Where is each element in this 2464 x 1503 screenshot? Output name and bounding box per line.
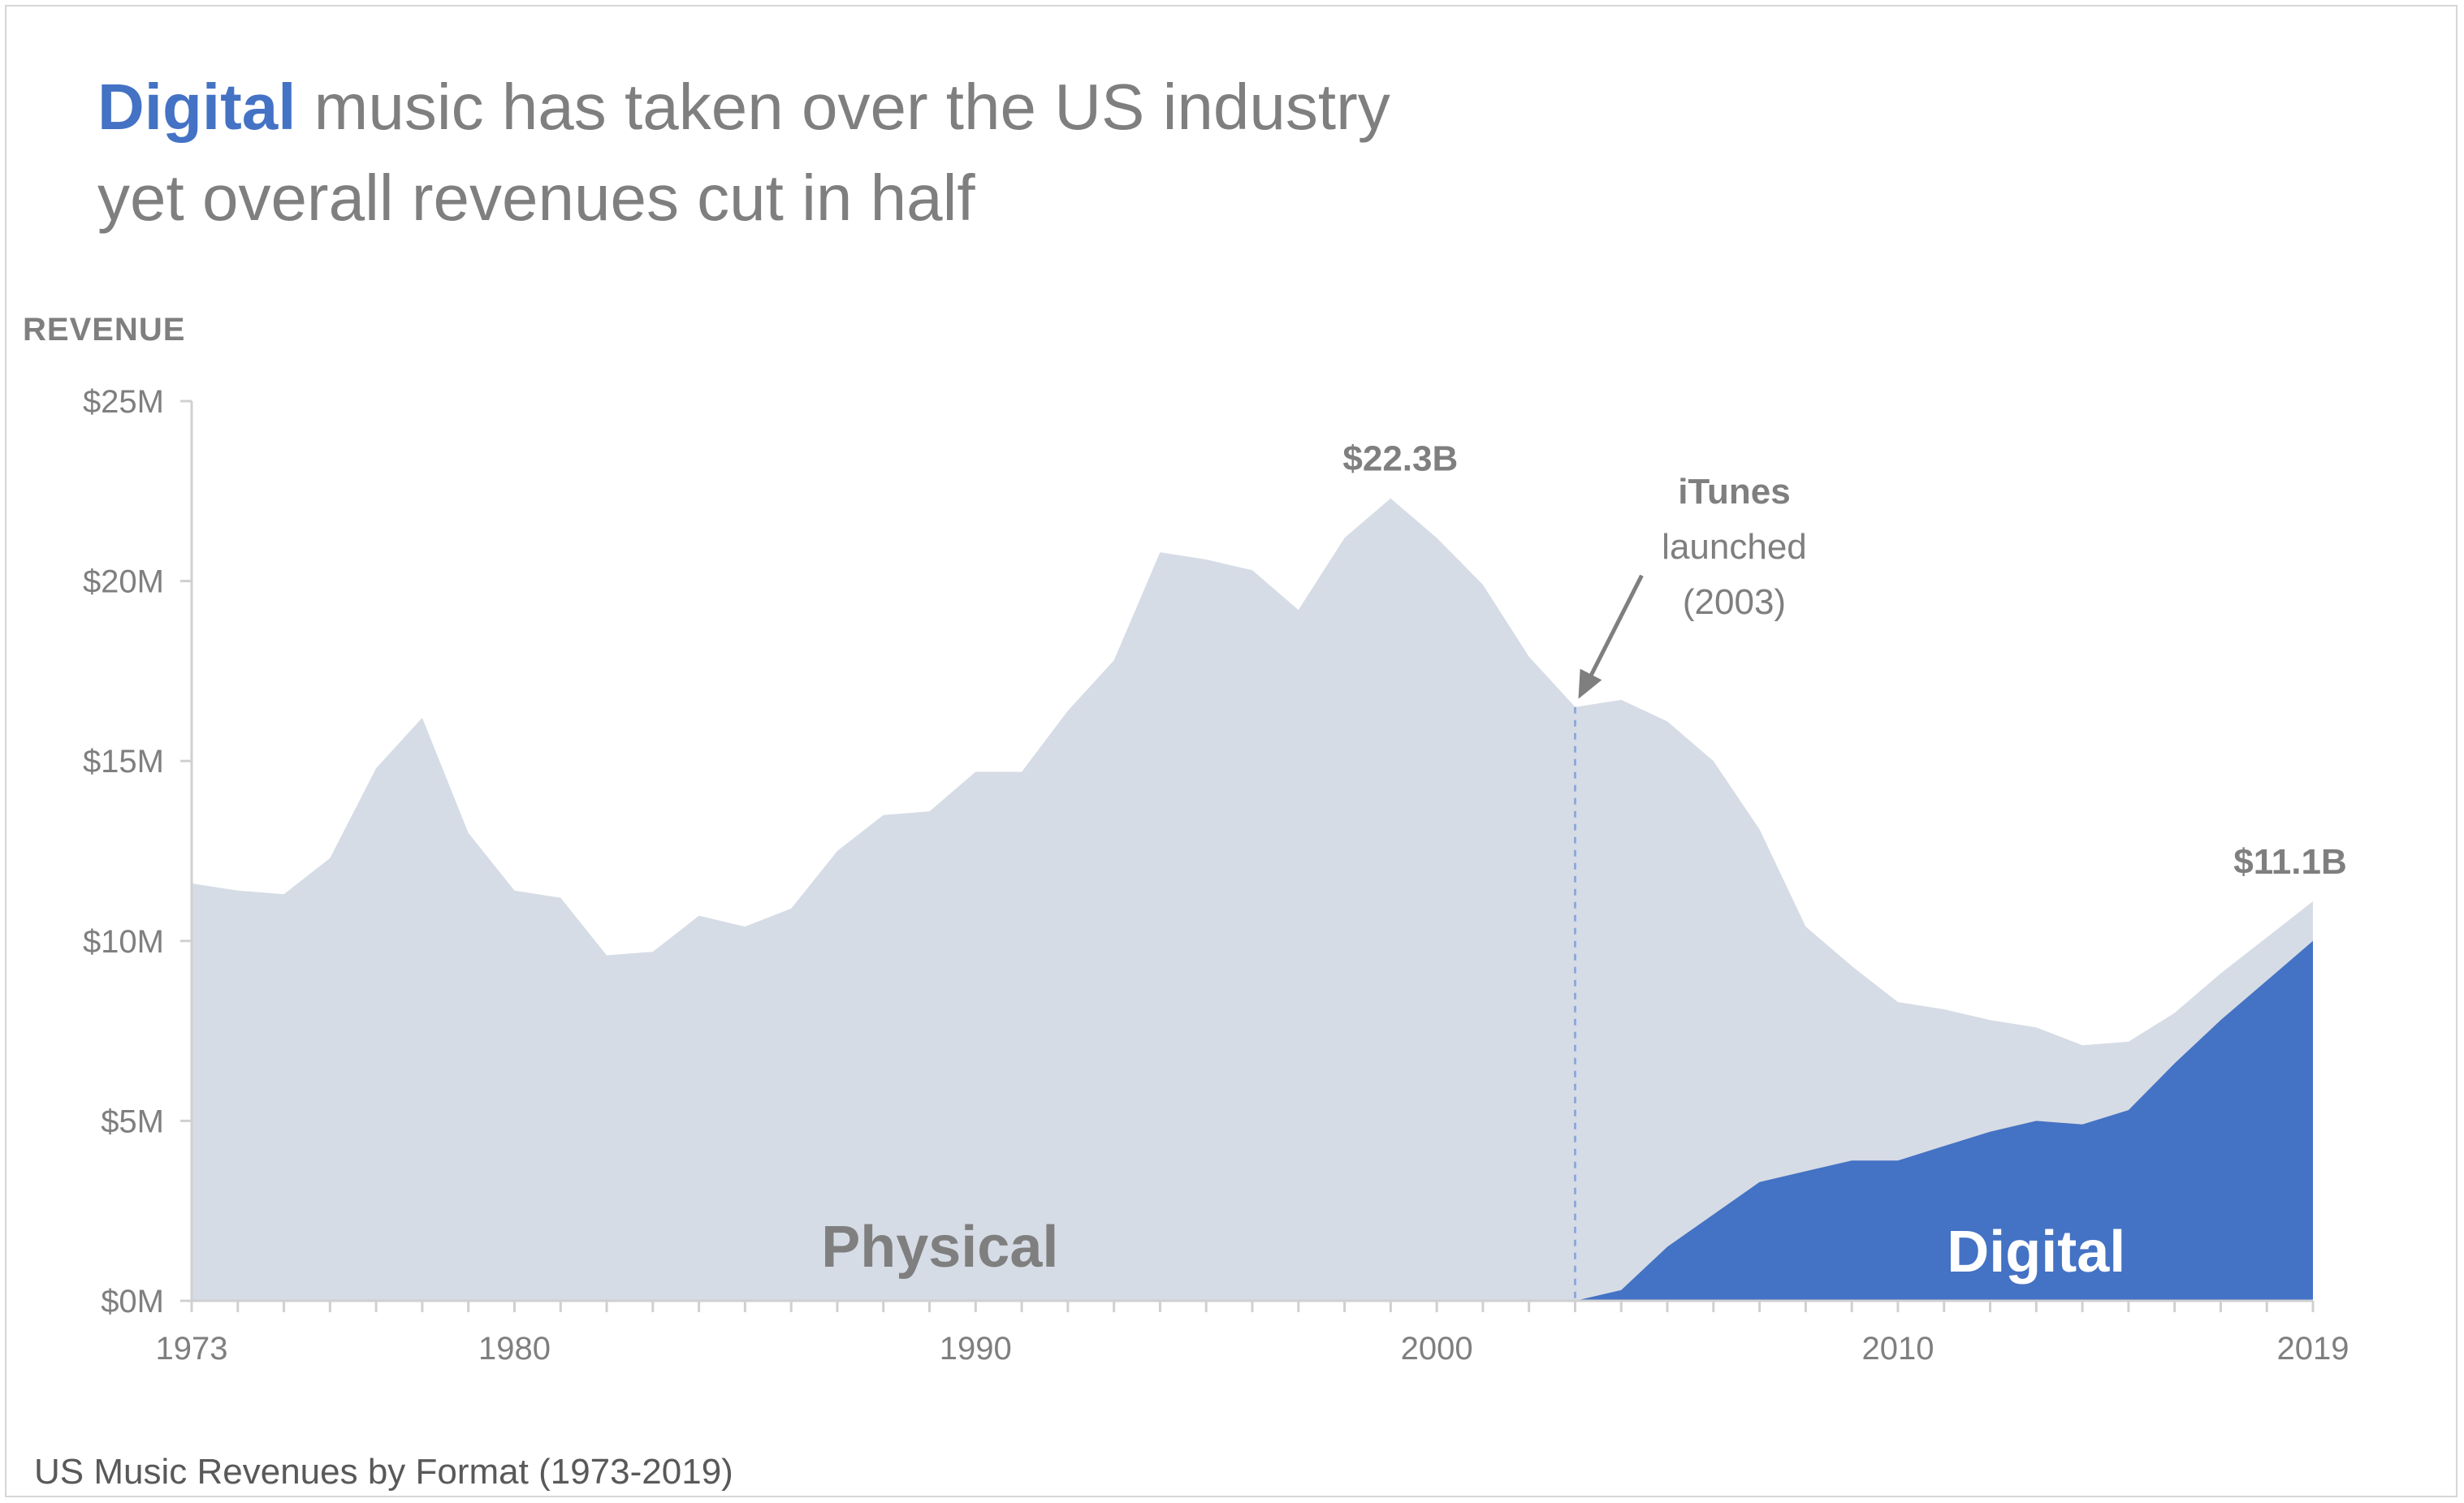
y-tick-label: $0M — [101, 1284, 164, 1319]
x-tick-label: 2000 — [1401, 1331, 1473, 1367]
y-tick-label: $20M — [83, 564, 164, 600]
y-tick-label: $10M — [83, 924, 164, 960]
y-tick-label: $25M — [83, 384, 164, 420]
x-tick-label: 2019 — [2277, 1331, 2349, 1367]
x-tick-label: 1990 — [940, 1331, 1012, 1367]
chart-title-line1: Digital music has taken over the US indu… — [97, 75, 1390, 140]
title-line1-rest: music has taken over the US industry — [296, 71, 1390, 143]
title-accent-word: Digital — [97, 71, 296, 143]
itunes-arrow-shaft — [1584, 574, 1644, 685]
source-note: US Music Revenues by Format (1973-2019) — [34, 1452, 733, 1492]
peak-value-label: $22.3B — [1342, 439, 1458, 479]
y-axis-title: REVENUE — [23, 312, 186, 348]
x-tick-label: 2010 — [1861, 1331, 1934, 1367]
y-tick-label: $5M — [101, 1103, 164, 1139]
itunes-annotation-line2: launched — [1662, 527, 1807, 567]
x-tick-label: 1980 — [478, 1331, 551, 1367]
y-tick-label: $15M — [83, 744, 164, 780]
series-label-physical: Physical — [821, 1215, 1058, 1280]
digital-area — [192, 940, 2313, 1301]
itunes-annotation-line3: (2003) — [1683, 582, 1786, 622]
physical-area — [192, 498, 2313, 1301]
end-value-label: $11.1B — [2233, 842, 2346, 882]
chart-title-line2: yet overall revenues cut in half — [97, 162, 975, 234]
series-label-digital: Digital — [1947, 1220, 2125, 1285]
x-tick-label: 1973 — [156, 1331, 228, 1367]
itunes-arrow-head — [1578, 668, 1602, 699]
itunes-annotation-title: iTunes — [1678, 472, 1791, 512]
